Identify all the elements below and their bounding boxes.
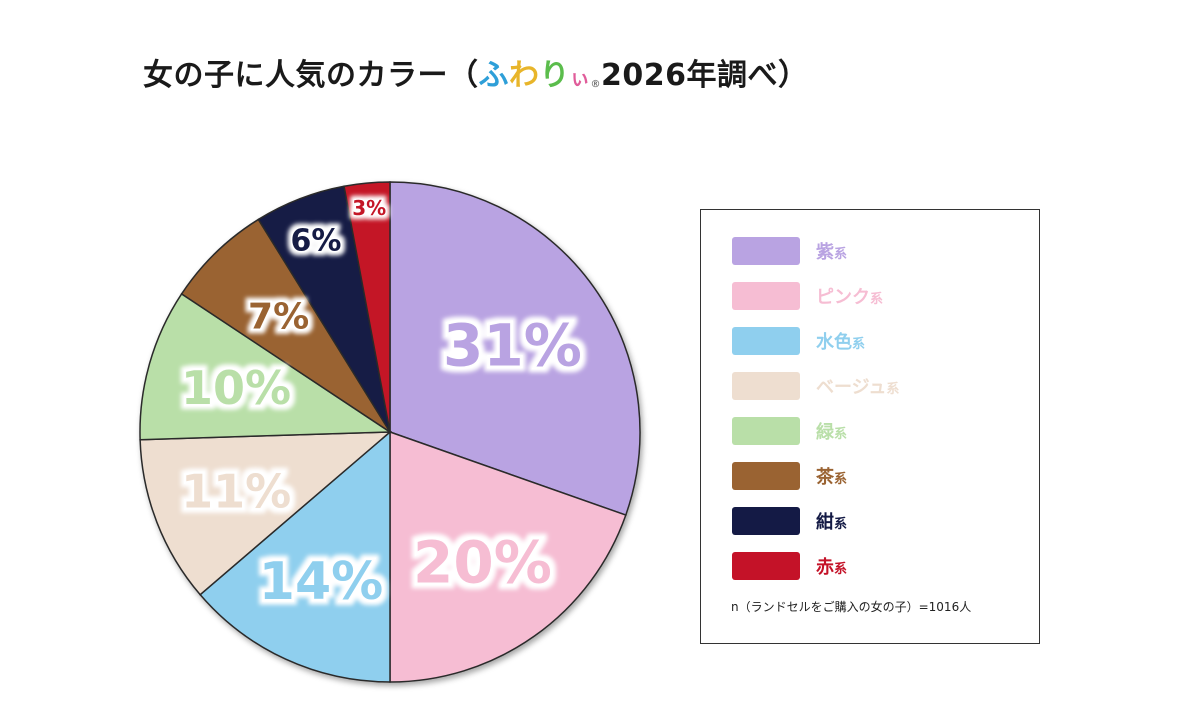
legend-swatch <box>732 327 800 355</box>
pie-slice-label-0: 31% <box>443 311 582 379</box>
legend-swatch <box>732 552 800 580</box>
pie-slices <box>139 181 641 683</box>
brand-char: り <box>539 58 570 93</box>
pie-slice-label-7: 3% <box>352 196 386 220</box>
legend-swatch <box>732 372 800 400</box>
legend-label: 紫系 <box>816 242 848 263</box>
pie-slice-label-2: 14% <box>259 552 383 612</box>
legend-item-pink: ピンク系 <box>732 281 883 311</box>
pie-slice-label-5: 7% <box>248 297 309 338</box>
legend-item-purple: 紫系 <box>732 236 847 266</box>
legend-label: 茶系 <box>816 467 848 488</box>
pie-slice-2 <box>199 430 391 683</box>
brand-logo: ふわりぃ® <box>479 58 602 93</box>
legend-item-navy: 紺系 <box>732 506 847 536</box>
chart-title: 女の子に人気のカラー（ふわりぃ®2026年調べ） <box>143 50 809 94</box>
brand-char: ふ <box>478 58 509 93</box>
legend-item-brown: 茶系 <box>732 461 847 491</box>
legend-swatch <box>732 417 800 445</box>
legend-swatch <box>732 462 800 490</box>
legend-label: 緑系 <box>816 422 848 443</box>
legend-item-lightblue: 水色系 <box>732 326 865 356</box>
brand-char: ぃ <box>570 66 591 90</box>
legend-item-red: 赤系 <box>732 551 847 581</box>
legend-swatch <box>732 237 800 265</box>
registered-mark: ® <box>590 79 601 90</box>
pie-slice-4 <box>139 292 393 441</box>
pie-slice-7 <box>343 181 391 433</box>
legend-label: 赤系 <box>816 557 848 578</box>
pie-slice-0 <box>389 181 641 517</box>
sample-size-note: n（ランドセルをご購入の女の子）=1016人 <box>731 600 972 614</box>
pie-slice-label-4: 10% <box>181 361 291 415</box>
legend-item-green: 緑系 <box>732 416 847 446</box>
pie-labels: 31% 20% 14% 11% 10% 7% 6% 3% <box>179 195 585 615</box>
legend-label: 紺系 <box>816 512 848 533</box>
brand-char: わ <box>509 58 540 93</box>
pie-slice-1 <box>389 430 627 683</box>
legend-label: 水色系 <box>816 332 866 353</box>
pie-slice-label-1: 20% <box>413 529 552 597</box>
pie-chart: 31% 20% 14% 11% 10% 7% 6% 3% <box>139 181 641 683</box>
legend: 紫系 ピンク系 水色系 ベージュ系 緑系 茶系 紺系 赤系 n（ランドセルをご購… <box>700 209 1040 644</box>
legend-swatch <box>732 507 800 535</box>
pie-slice-5 <box>180 218 391 433</box>
pie-slice-label-6: 6% <box>290 223 341 258</box>
legend-swatch <box>732 282 800 310</box>
pie-slice-3 <box>139 431 393 596</box>
legend-item-beige: ベージュ系 <box>732 371 899 401</box>
title-prefix: 女の子に人気のカラー（ <box>143 58 479 93</box>
legend-label: ベージュ系 <box>816 377 900 398</box>
title-suffix: 2026年調べ） <box>601 58 809 93</box>
pie-slice-label-3: 11% <box>181 465 291 519</box>
legend-label: ピンク系 <box>816 287 884 308</box>
